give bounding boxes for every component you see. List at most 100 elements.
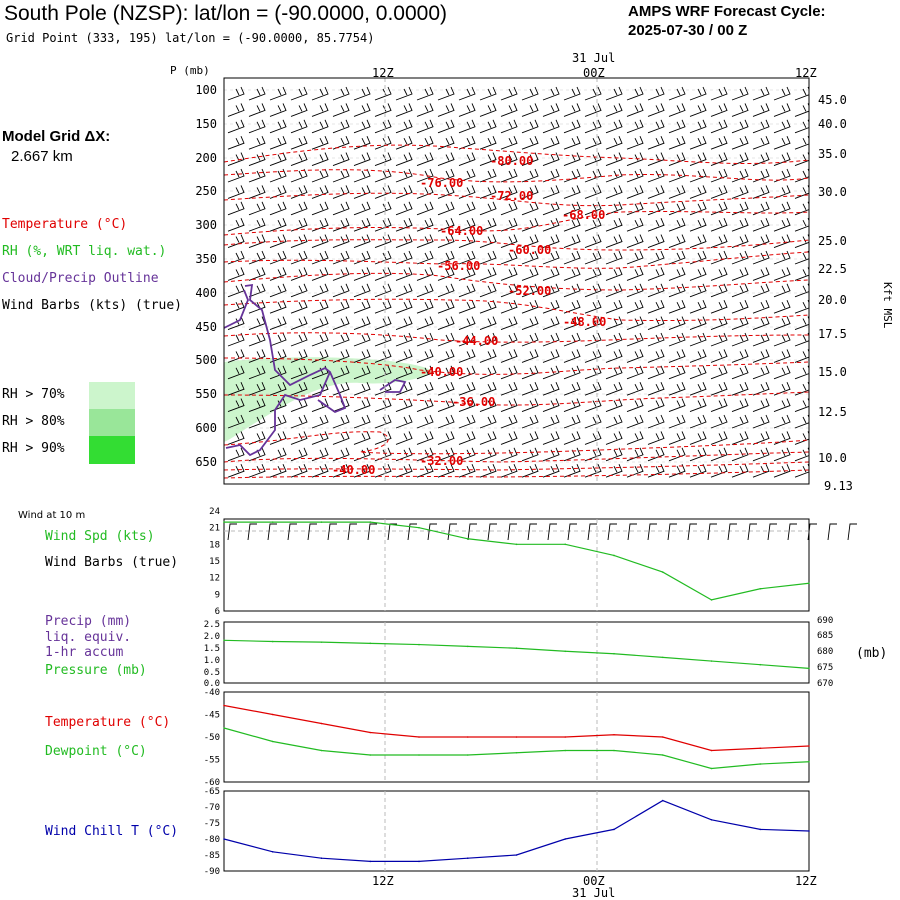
wind-barb xyxy=(375,103,391,116)
wind-barb xyxy=(270,120,286,133)
wind-barb xyxy=(627,284,643,297)
wind-barb xyxy=(375,284,391,297)
surface-wind-barb xyxy=(528,524,537,540)
wind-barb xyxy=(480,284,496,297)
dewpoint-point xyxy=(613,750,615,752)
wind-barb xyxy=(522,317,538,330)
wind-barb xyxy=(270,202,286,215)
wind-barb xyxy=(438,349,454,362)
wind-barb xyxy=(522,202,538,215)
wind-barb xyxy=(396,251,412,264)
wind-barb xyxy=(417,415,433,428)
wind-barb xyxy=(396,333,412,346)
chill-tick: -80 xyxy=(204,835,220,845)
wind-barb xyxy=(522,448,538,461)
wind-barb xyxy=(501,169,517,182)
wind-barb xyxy=(585,284,601,297)
wind-barb xyxy=(627,317,643,330)
wind-barb xyxy=(690,284,706,297)
wind-barb xyxy=(333,136,349,149)
wind-tick: 18 xyxy=(209,540,220,550)
wind-speed-series xyxy=(223,521,810,600)
wind-barb xyxy=(291,415,307,428)
wind-barb xyxy=(711,300,727,313)
wind-barb xyxy=(774,284,790,297)
wind-barb xyxy=(312,431,328,444)
pressure-tick: 680 xyxy=(817,647,833,657)
wind-barb xyxy=(648,103,664,116)
wind-barb xyxy=(480,349,496,362)
wind-barb xyxy=(354,333,370,346)
wind-barb xyxy=(312,103,328,116)
wind-barb xyxy=(438,87,454,100)
wind-barb xyxy=(312,300,328,313)
wind-barb xyxy=(711,349,727,362)
wind-barb xyxy=(627,202,643,215)
wind-barb xyxy=(753,120,769,133)
wind-barb xyxy=(249,169,265,182)
wind-barb xyxy=(711,251,727,264)
wind-barb xyxy=(354,284,370,297)
pressure-point xyxy=(321,641,323,643)
temperature-line xyxy=(224,706,809,751)
surface-wind-barb xyxy=(348,524,357,540)
surface-wind-barb xyxy=(628,524,637,540)
h-tick: 30.0 xyxy=(818,185,847,199)
wind-barb xyxy=(501,136,517,149)
h-tick: 40.0 xyxy=(818,117,847,131)
wind-barb xyxy=(333,169,349,182)
wind-tick: 24 xyxy=(209,507,220,517)
wind-barb xyxy=(732,267,748,280)
wind-barb xyxy=(690,464,706,477)
wind-barb xyxy=(249,317,265,330)
wind-barb xyxy=(522,349,538,362)
surface-wind-barb xyxy=(288,524,297,540)
temp-tick: -50 xyxy=(204,733,220,743)
wind-barb xyxy=(354,185,370,198)
wind-barb xyxy=(333,235,349,248)
h-tick: 15.0 xyxy=(818,365,847,379)
wind-barb xyxy=(354,136,370,149)
wind-barb xyxy=(564,120,580,133)
wind-speed-point xyxy=(321,521,323,523)
wind-barb xyxy=(690,382,706,395)
wind-barb xyxy=(228,169,244,182)
wind-barb xyxy=(333,333,349,346)
wind-barb xyxy=(270,415,286,428)
wind-barb xyxy=(753,448,769,461)
wind-barb xyxy=(690,235,706,248)
wind-barb xyxy=(627,349,643,362)
wind-barb xyxy=(564,366,580,379)
wind-barb xyxy=(585,120,601,133)
p-tick: 300 xyxy=(195,218,217,232)
dewpoint-point xyxy=(223,727,225,729)
wind-barb xyxy=(480,431,496,444)
wind-barb xyxy=(270,267,286,280)
wind-barb xyxy=(291,251,307,264)
wind-barb xyxy=(585,136,601,149)
wind-barb xyxy=(564,399,580,412)
wind-barb xyxy=(774,120,790,133)
wind-barb xyxy=(438,202,454,215)
wind-barb xyxy=(480,366,496,379)
dewpoint-point xyxy=(272,741,274,743)
wind-barb xyxy=(249,202,265,215)
wind-barb xyxy=(312,169,328,182)
wind-barb xyxy=(753,382,769,395)
h-tick: 22.5 xyxy=(818,262,847,276)
wind-barb xyxy=(753,415,769,428)
wind-barb xyxy=(270,136,286,149)
wind-barb xyxy=(291,169,307,182)
wind-barb xyxy=(228,120,244,133)
h-tick: 10.0 xyxy=(818,451,847,465)
wind-barb xyxy=(438,153,454,166)
wind-barb xyxy=(417,202,433,215)
wind-barb xyxy=(669,415,685,428)
wind-barb xyxy=(627,431,643,444)
wind-barb xyxy=(249,87,265,100)
wind-barb xyxy=(690,399,706,412)
wind-barb xyxy=(711,317,727,330)
wind-barb xyxy=(501,267,517,280)
wind-barb xyxy=(459,317,475,330)
wind-barb xyxy=(669,120,685,133)
